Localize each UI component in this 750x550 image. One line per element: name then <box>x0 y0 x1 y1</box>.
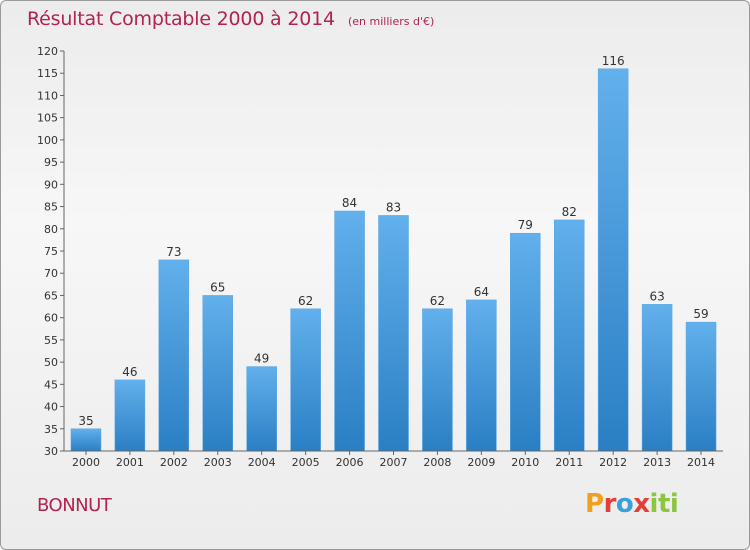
y-tick-label: 105 <box>37 112 58 125</box>
y-tick-label: 115 <box>37 67 58 80</box>
bar <box>422 308 453 452</box>
y-tick-label: 90 <box>44 178 58 191</box>
bar-value-label: 73 <box>166 245 181 259</box>
y-tick-label: 55 <box>44 334 58 347</box>
y-tick-label: 40 <box>44 401 58 414</box>
bar <box>685 321 717 452</box>
x-tick-label: 2014 <box>687 456 715 469</box>
bar-value-label: 79 <box>518 218 533 232</box>
bar <box>597 68 629 452</box>
y-tick-label: 95 <box>44 156 58 169</box>
x-tick-label: 2001 <box>116 456 144 469</box>
x-tick-label: 2002 <box>160 456 188 469</box>
bar <box>290 308 321 452</box>
logo-letter: r <box>603 489 617 519</box>
x-tick-label: 2005 <box>292 456 320 469</box>
bar-value-label: 63 <box>649 289 664 303</box>
bar-value-label: 62 <box>430 294 445 308</box>
x-tick-label: 2011 <box>555 456 583 469</box>
logo-letter: o <box>615 489 634 519</box>
bar <box>334 210 365 452</box>
bar-value-label: 59 <box>693 307 708 321</box>
x-tick-label: 2008 <box>423 456 451 469</box>
x-tick-label: 2003 <box>204 456 232 469</box>
y-tick-label: 75 <box>44 245 58 258</box>
bar-value-label: 64 <box>474 285 489 299</box>
bar <box>158 259 190 452</box>
y-tick-label: 70 <box>44 267 58 280</box>
y-tick-label: 30 <box>44 445 58 458</box>
y-tick-label: 45 <box>44 378 58 391</box>
bar <box>246 366 277 452</box>
x-tick-label: 2006 <box>336 456 364 469</box>
x-tick-label: 2012 <box>599 456 627 469</box>
bar-value-label: 84 <box>342 196 357 210</box>
chart-title: Résultat Comptable 2000 à 2014 <box>27 8 335 30</box>
bar-value-label: 65 <box>210 280 225 294</box>
bar-value-label: 35 <box>78 414 93 428</box>
bar <box>202 295 234 452</box>
x-tick-label: 2000 <box>72 456 100 469</box>
bar-value-label: 82 <box>562 205 577 219</box>
x-tick-label: 2009 <box>467 456 495 469</box>
x-tick-label: 2013 <box>643 456 671 469</box>
bar-value-label: 83 <box>386 200 401 214</box>
commune-name: BONNUT <box>37 495 112 516</box>
proxiti-logo[interactable]: Proxiti <box>585 489 679 519</box>
y-tick-label: 85 <box>44 201 58 214</box>
bar-value-label: 62 <box>298 294 313 308</box>
y-tick-label: 65 <box>44 289 58 302</box>
y-tick-label: 120 <box>37 45 58 58</box>
x-tick-label: 2010 <box>511 456 539 469</box>
bar <box>70 428 102 452</box>
y-tick-label: 50 <box>44 356 58 369</box>
y-tick-label: 110 <box>37 89 58 102</box>
bar <box>378 215 409 452</box>
bar <box>114 379 146 452</box>
bar-value-label: 49 <box>254 352 269 366</box>
y-tick-label: 60 <box>44 312 58 325</box>
x-tick-label: 2007 <box>380 456 408 469</box>
y-axis: 30 35 40 45 50 55 60 65 70 75 80 85 90 95 100 105 110 115… <box>37 45 65 458</box>
y-tick-label: 80 <box>44 223 58 236</box>
bar-value-label: 46 <box>122 365 137 379</box>
logo-letter: x <box>633 489 650 519</box>
bars: 35 46 73 65 49 62 84 83 62 64 79 82 116 63 59 <box>70 54 717 452</box>
x-tick-label: 2004 <box>248 456 276 469</box>
chart-subtitle: (en milliers d'€) <box>347 15 435 28</box>
chart-title-block: Résultat Comptable 2000 à 2014 (en milli… <box>27 8 434 30</box>
logo-letter: P <box>585 489 604 519</box>
logo-letter: iti <box>649 489 679 519</box>
bar <box>466 299 497 452</box>
x-axis: 2000 2001 2002 2003 2004 2005 2006 2007 2008 2009… <box>64 450 723 469</box>
y-tick-label: 100 <box>37 134 58 147</box>
bar-value-label: 116 <box>602 54 625 68</box>
bar <box>641 304 673 452</box>
y-tick-label: 35 <box>44 423 58 436</box>
bar <box>510 232 541 452</box>
bar <box>553 219 585 452</box>
